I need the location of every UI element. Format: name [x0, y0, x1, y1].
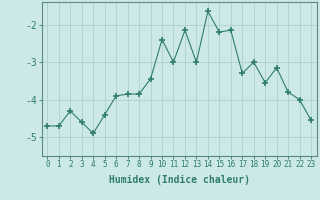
X-axis label: Humidex (Indice chaleur): Humidex (Indice chaleur): [109, 175, 250, 185]
